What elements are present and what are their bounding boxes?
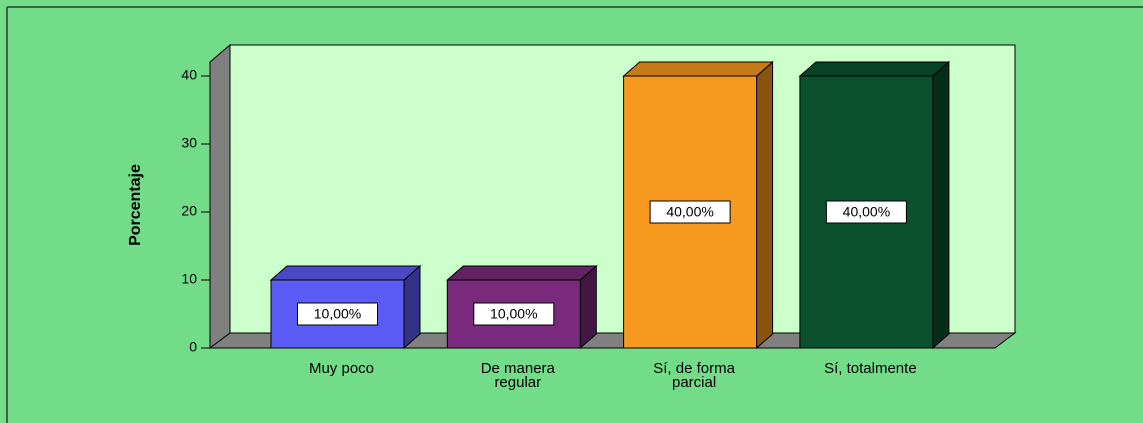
bar-top [622, 61, 774, 77]
value-label-box [297, 302, 378, 326]
value-label: 40,00% [666, 204, 713, 220]
bar-top [445, 265, 598, 281]
bar-top [269, 265, 422, 281]
x-tick-label: De manera regular [480, 360, 555, 391]
y-tick-label: 30 [181, 135, 197, 151]
value-label-box [825, 200, 907, 224]
value-label: 10,00% [314, 306, 361, 322]
x-tick-label: Sí, totalmente [824, 360, 917, 377]
value-label-box [649, 200, 731, 224]
y-tick-label: 20 [181, 203, 197, 219]
bar-side [932, 60, 950, 350]
value-label: 10,00% [490, 306, 537, 322]
y-tick-label: 0 [189, 339, 197, 355]
bar-top [798, 61, 951, 77]
y-tick-label: 40 [181, 67, 197, 83]
x-tick-label: Muy poco [308, 360, 375, 377]
value-label-box [473, 302, 555, 326]
left-wall [209, 43, 231, 349]
y-tick-label: 10 [181, 271, 197, 287]
bar-side [756, 60, 774, 350]
x-tick-label: Sí, de forma parcial [653, 360, 735, 391]
y-axis-label: Porcentaje [127, 164, 144, 246]
value-label: 40,00% [843, 204, 890, 220]
